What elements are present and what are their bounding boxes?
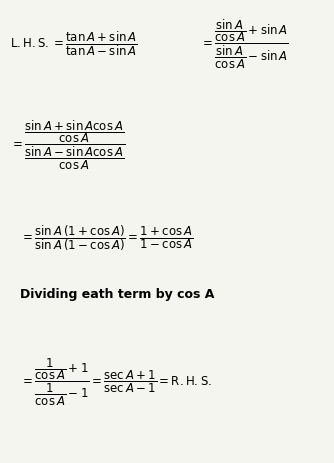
Text: $\mathrm{L.H.S.} = \dfrac{\tan A + \sin A}{\tan A - \sin A}$: $\mathrm{L.H.S.} = \dfrac{\tan A + \sin …	[10, 30, 138, 58]
Text: $= \dfrac{\dfrac{\sin A}{\cos A} + \sin A}{\dfrac{\sin A}{\cos A} - \sin A}$: $= \dfrac{\dfrac{\sin A}{\cos A} + \sin …	[200, 18, 289, 70]
Text: $= \dfrac{\sin A\,(1 + \cos A)}{\sin A\,(1 - \cos A)} = \dfrac{1 + \cos A}{1 - \: $= \dfrac{\sin A\,(1 + \cos A)}{\sin A\,…	[20, 224, 193, 253]
Text: $= \dfrac{\dfrac{1}{\cos A} + 1}{\dfrac{1}{\cos A} - 1} = \dfrac{\sec A + 1}{\se: $= \dfrac{\dfrac{1}{\cos A} + 1}{\dfrac{…	[20, 357, 212, 407]
Text: Dividing eath term by cos A: Dividing eath term by cos A	[20, 288, 214, 300]
Text: $= \dfrac{\dfrac{\sin A + \sin A \cos A}{\cos A}}{\dfrac{\sin A - \sin A \cos A}: $= \dfrac{\dfrac{\sin A + \sin A \cos A}…	[10, 119, 126, 172]
